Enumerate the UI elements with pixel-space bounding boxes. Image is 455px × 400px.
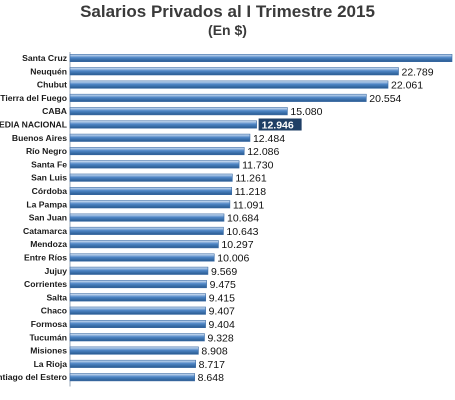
bar [69,373,195,382]
value-label: 9.415 [209,292,235,304]
category-label: Catamarca [23,226,67,236]
bar [69,147,245,156]
bar [69,346,199,355]
bar [69,187,233,196]
bar [69,200,231,209]
category-label: Tucumán [29,332,67,342]
value-label: 20.554 [369,93,401,105]
bar [69,67,399,76]
value-label: 12.484 [253,133,285,145]
bar [69,319,206,328]
value-label: 10.684 [227,213,259,225]
bar [69,213,225,222]
category-label: San Juan [29,213,67,223]
value-label: 9.475 [210,279,236,291]
value-label: 9.404 [209,319,235,331]
bar [69,293,207,302]
category-label: La Rioja [34,359,68,369]
bar [69,226,224,235]
bar [69,160,240,169]
value-label: 11.091 [233,199,264,211]
value-label: 11.218 [235,186,266,198]
bar [69,93,367,102]
category-label: CABA [42,106,67,116]
bar [69,80,389,89]
value-label: 8.717 [199,359,225,371]
category-label: Jujuy [45,266,68,276]
category-label: Santa Cruz [22,53,67,63]
bar [69,107,288,116]
category-label: Córdoba [32,186,68,196]
category-label: MEDIA NACIONAL [0,120,67,130]
bar [69,253,215,262]
value-label: 10.006 [217,253,249,265]
value-label: 9.328 [207,332,233,344]
bar [69,333,205,342]
value-label: 8.648 [198,372,224,384]
category-label: Neuquén [30,66,67,76]
value-label: 22.789 [402,66,434,78]
bar [69,266,209,275]
bar [69,280,207,289]
category-label: Chaco [41,306,67,316]
value-label: 8.908 [201,346,227,358]
value-label: 22.061 [391,80,423,92]
chart-title: Salarios Privados al I Trimestre 2015 [80,2,375,21]
bar [69,359,196,368]
category-label: Corrientes [24,279,67,289]
category-label: Formosa [31,319,68,329]
bar [69,133,251,142]
value-label: 15.080 [290,106,322,118]
category-label: Misiones [30,346,67,356]
category-label: Tierra del Fuego [0,93,67,103]
bar [69,53,453,62]
category-label: Mendoza [30,239,67,249]
category-label: Río Negro [26,146,67,156]
value-label: 12.946 [262,120,294,132]
category-label: Santiago del Estero [0,372,67,382]
category-label: Entre Ríos [24,253,67,263]
category-label: San Luis [31,173,67,183]
bar [69,240,219,249]
value-label: 12.086 [247,146,279,158]
value-label: 10.643 [226,226,258,238]
category-label: La Pampa [26,199,67,209]
value-label: 9.569 [211,266,237,278]
category-label: Santa Fe [31,159,67,169]
value-label: 11.261 [235,173,266,185]
value-label: 10.297 [221,239,253,251]
value-label: 9.407 [209,306,235,318]
category-label: Chubut [37,80,67,90]
highlight-value-box [258,118,302,131]
bar [69,120,257,129]
value-label: 11.730 [242,159,273,171]
bar [69,173,233,182]
chart-subtitle: (En $) [208,22,247,38]
bar [69,306,206,315]
category-label: Buenos Aires [12,133,67,143]
category-label: Salta [46,292,67,302]
